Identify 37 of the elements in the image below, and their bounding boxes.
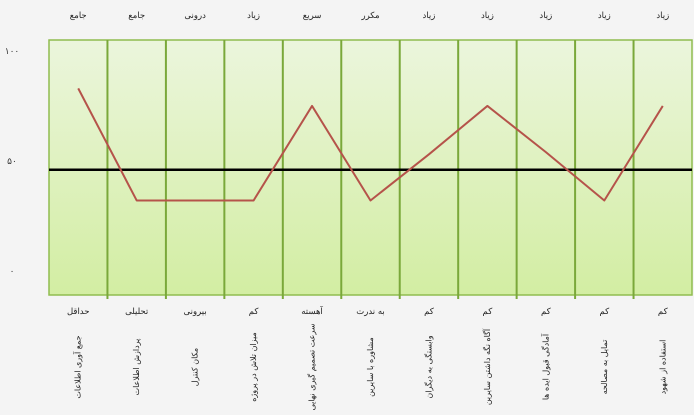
text: حداقل: [66, 307, 90, 317]
text: جامع: [128, 11, 146, 21]
line-series: [77, 87, 664, 202]
text: درونی: [184, 11, 206, 21]
x-tick-label: میزان تلاش در پروژه: [249, 332, 258, 402]
text: کم: [658, 307, 669, 317]
text: کم: [541, 307, 552, 317]
y-tick-label: ۰: [10, 266, 14, 277]
x-tick-label: آگاه نگه داشتن سایرین: [482, 328, 492, 406]
text: زیاد: [656, 11, 670, 21]
text: آهسته: [301, 306, 324, 317]
text: زیاد: [480, 11, 494, 21]
text: زیاد: [598, 11, 611, 21]
text: تحلیلی: [125, 307, 149, 317]
x-tick-label: جمع آوری اطلاعات: [72, 335, 83, 399]
x-tick-label: پردازش اطلاعات: [132, 338, 142, 396]
text: کم: [482, 307, 494, 317]
text: کم: [248, 307, 260, 317]
text: سریع: [302, 11, 322, 21]
text: مکرر: [360, 11, 380, 21]
text: بیرونی: [184, 307, 207, 317]
text: کم: [424, 307, 435, 317]
x-tick-label: آمادگی قبول ایده ها: [540, 333, 550, 400]
x-tick-label: تمایل به مصالحه: [600, 340, 609, 394]
text: زیاد: [247, 11, 260, 21]
x-tick-label: مکان کنترل: [190, 348, 200, 386]
x-tick-label: مشاوره با سایرین: [366, 337, 375, 397]
text: کم: [599, 307, 610, 317]
text: زیاد: [539, 11, 552, 21]
y-tick-label: ۱۰۰: [4, 46, 20, 57]
x-tick-label: استفاده از شهود: [658, 340, 668, 394]
x-tick-label: سرعت تصمیم گیری نهایی: [306, 323, 317, 411]
x-tick-label: وابستگی به دیگران: [423, 335, 434, 399]
text: جامع: [70, 11, 87, 21]
text: زیاد: [422, 11, 436, 21]
text: به ندرت: [356, 307, 385, 317]
y-tick-label: ۵۰: [7, 156, 17, 167]
